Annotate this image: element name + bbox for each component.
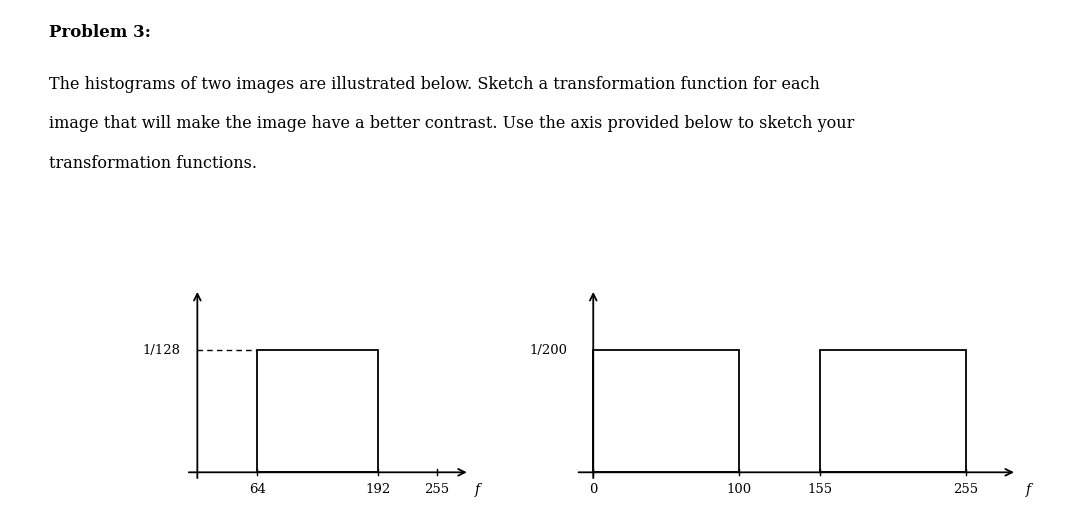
- Bar: [819, 350, 966, 472]
- Bar: [593, 350, 740, 472]
- Text: f: f: [1025, 483, 1031, 497]
- Text: 155: 155: [807, 483, 832, 496]
- Text: image that will make the image have a better contrast. Use the axis provided bel: image that will make the image have a be…: [49, 115, 854, 132]
- Text: The histograms of two images are illustrated below. Sketch a transformation func: The histograms of two images are illustr…: [49, 76, 819, 93]
- Text: 255: 255: [425, 483, 450, 496]
- Text: 100: 100: [727, 483, 751, 496]
- Text: 1/128: 1/128: [142, 344, 180, 357]
- Text: 64: 64: [249, 483, 266, 496]
- Text: Problem 3:: Problem 3:: [49, 24, 151, 40]
- Text: 255: 255: [953, 483, 978, 496]
- Text: f: f: [475, 483, 481, 497]
- Text: transformation functions.: transformation functions.: [49, 155, 257, 171]
- Text: 1/200: 1/200: [529, 344, 567, 357]
- Bar: [258, 350, 377, 472]
- Text: 0: 0: [589, 483, 597, 496]
- Text: 192: 192: [365, 483, 390, 496]
